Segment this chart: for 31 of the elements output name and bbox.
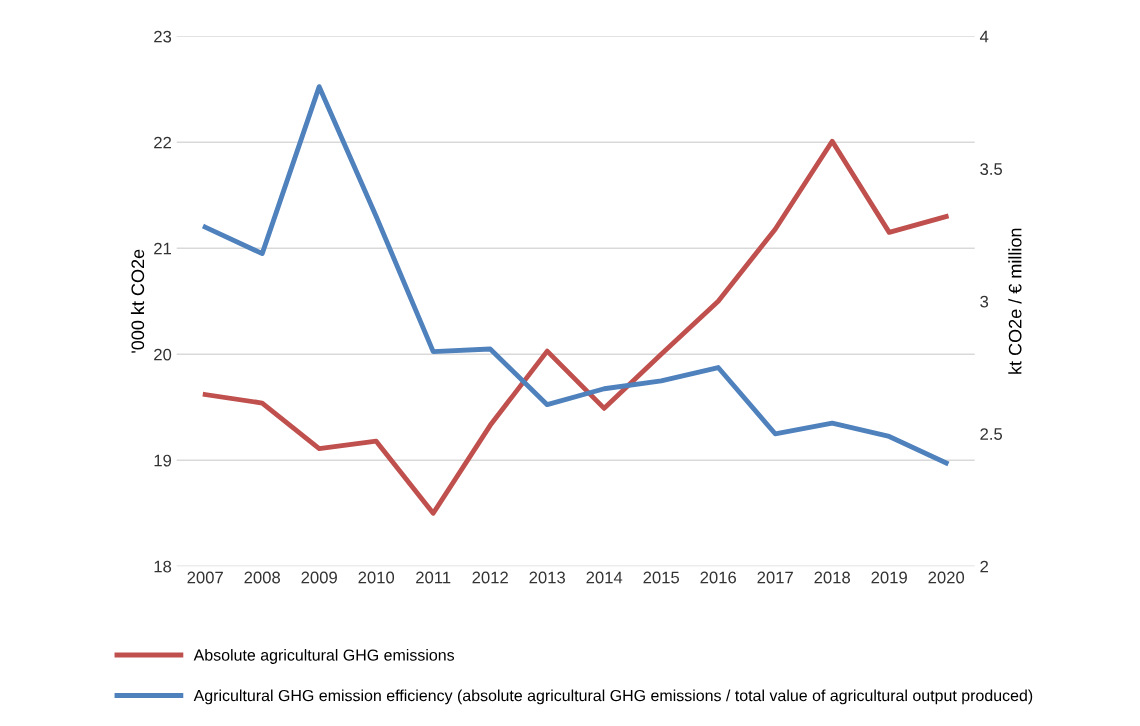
x-tick-label: 2016 [700, 571, 737, 584]
x-tick-label: 2013 [529, 571, 566, 584]
x-tick-label: 2014 [586, 571, 623, 584]
y-axis-title: '000 kt CO2e [130, 249, 145, 353]
x-tick-label: 2017 [757, 571, 793, 584]
y-tick-label: 23 [154, 30, 172, 43]
x-tick-label: 2015 [643, 571, 680, 584]
x-tick-label: 2018 [814, 571, 851, 584]
y-tick-label: 21 [154, 242, 172, 255]
y-tick-label: 18 [154, 560, 172, 573]
x-tick-label: 2007 [187, 571, 223, 584]
x-tick-label: 2011 [416, 571, 451, 584]
x-tick-label: 2008 [244, 571, 281, 584]
y2-tick-label: 3.5 [980, 163, 1003, 175]
y2-tick-label: 3 [980, 295, 989, 308]
line-series [202, 138, 949, 516]
legend-label: Agricultural GHG emission efficiency (absolute agricultural GHG emissions / total value of agricultural output produced) [193, 689, 1033, 705]
line-series [202, 84, 949, 466]
x-tick-label: 2019 [871, 571, 907, 584]
y2-tick-label: 2 [980, 560, 988, 573]
y-tick-label: 22 [154, 136, 171, 149]
x-tick-label: 2020 [928, 571, 965, 584]
legend-label: Absolute agricultural GHG emissions [193, 649, 455, 664]
y2-tick-label: 4 [979, 30, 989, 43]
x-tick-label: 2012 [472, 571, 508, 584]
y2-tick-label: 2.5 [980, 428, 1003, 440]
y2-axis-title: kt CO2e / € million [1008, 228, 1022, 374]
y-tick-label: 20 [154, 348, 172, 361]
x-tick-label: 2009 [301, 571, 337, 584]
x-tick-label: 2010 [358, 571, 395, 584]
y-tick-label: 19 [154, 454, 172, 467]
